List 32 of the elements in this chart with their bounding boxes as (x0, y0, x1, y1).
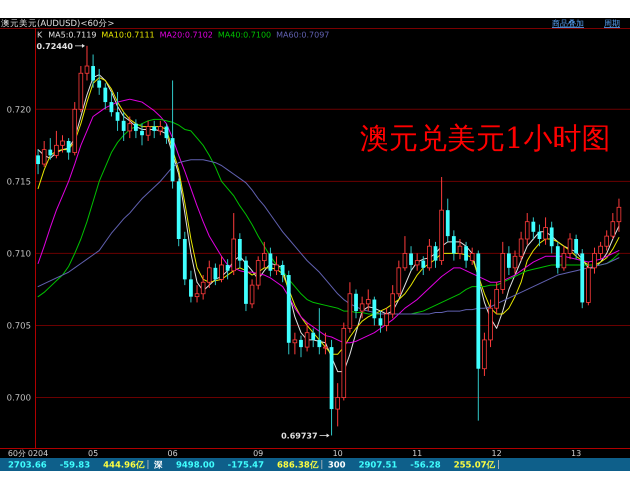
text: 9498.00 (176, 460, 215, 470)
x-tick-label: 09 (253, 449, 264, 458)
text: 686.38亿 (277, 460, 320, 470)
annotation: 澳元兑美元1小时图 (360, 121, 610, 155)
y-tick-label: 0.700 (6, 394, 31, 404)
x-tick-label: 11 (412, 449, 422, 458)
text: 2703.66 (8, 460, 47, 470)
text: 2907.51 (358, 460, 398, 470)
chart-title: 澳元美元(AUDUSD)<60分> (1, 18, 114, 29)
text: 444.96亿 (103, 460, 146, 470)
text: -175.47 (228, 460, 264, 470)
x-tick-label: 0204 (28, 449, 48, 458)
text: 255.07亿 (454, 460, 497, 470)
annotation: 0.69737 (281, 431, 318, 440)
x-tick-label: 10 (332, 449, 343, 458)
y-tick-label: 0.720 (6, 105, 31, 116)
x-tick-label: 05 (88, 449, 98, 458)
x-axis-title: 60分 (8, 449, 26, 458)
x-tick-label: 06 (167, 449, 178, 458)
annotation: 0.72440 (36, 42, 74, 51)
x-tick-label: 13 (571, 449, 582, 458)
x-tick-label: 12 (492, 449, 502, 458)
y-tick-label: 0.710 (6, 249, 31, 260)
legend: K MA5:0.7119 MA10:0.7111 MA20:0.7102 MA40:0.7100 MA60:0.7097 (37, 30, 330, 40)
text: 商品叠加 (552, 19, 584, 28)
text: 300 (328, 460, 346, 470)
y-tick-label: 0.705 (6, 321, 31, 332)
text: -56.28 (410, 460, 441, 470)
text: 深 (152, 460, 164, 470)
y-tick-label: 0.715 (6, 177, 31, 188)
text: 周期 (604, 19, 620, 28)
text: -59.83 (60, 460, 90, 470)
